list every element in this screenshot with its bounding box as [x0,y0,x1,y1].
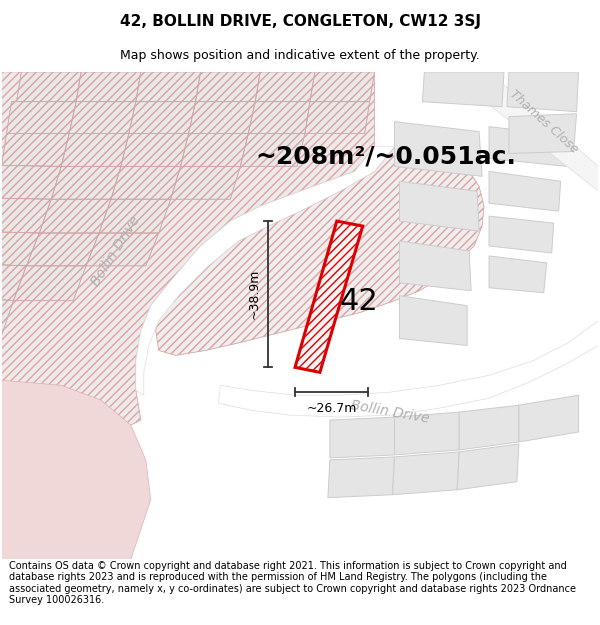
Polygon shape [2,380,151,559]
Polygon shape [61,134,129,166]
Polygon shape [2,300,13,336]
Text: Bollin Drive: Bollin Drive [349,398,430,426]
Polygon shape [489,216,554,253]
Polygon shape [310,72,374,102]
Text: Contains OS data © Crown copyright and database right 2021. This information is : Contains OS data © Crown copyright and d… [9,561,576,606]
Polygon shape [136,146,395,395]
Polygon shape [69,102,136,134]
Polygon shape [489,256,547,292]
Polygon shape [188,102,255,134]
Polygon shape [400,241,471,291]
Text: ~208m²/~0.051ac.: ~208m²/~0.051ac. [255,144,516,169]
Polygon shape [395,412,459,455]
Polygon shape [170,166,241,199]
Polygon shape [305,102,370,134]
Polygon shape [328,457,395,498]
Polygon shape [255,72,315,102]
Polygon shape [2,265,26,301]
Polygon shape [459,405,519,450]
Polygon shape [395,122,482,176]
Polygon shape [156,146,484,356]
Polygon shape [13,266,86,301]
Polygon shape [86,233,159,266]
Text: 42: 42 [339,288,378,316]
Polygon shape [26,233,99,266]
Polygon shape [295,221,362,372]
Text: 42, BOLLIN DRIVE, CONGLETON, CW12 3SJ: 42, BOLLIN DRIVE, CONGLETON, CW12 3SJ [119,14,481,29]
Polygon shape [400,181,479,231]
Polygon shape [2,232,40,266]
Polygon shape [248,102,310,134]
Polygon shape [489,127,569,166]
Polygon shape [479,72,598,191]
Polygon shape [7,102,76,134]
Polygon shape [509,114,577,154]
Polygon shape [489,171,560,211]
Text: Map shows position and indicative extent of the property.: Map shows position and indicative extent… [120,49,480,62]
Polygon shape [457,444,519,490]
Polygon shape [2,166,61,199]
Polygon shape [129,102,196,134]
Polygon shape [218,321,598,417]
Text: ~26.7m: ~26.7m [306,402,356,414]
Polygon shape [2,134,69,166]
Text: Thames Close: Thames Close [507,88,581,156]
Polygon shape [40,199,111,233]
Polygon shape [136,72,200,102]
Polygon shape [241,134,305,166]
Polygon shape [51,166,121,199]
Polygon shape [16,72,81,102]
Polygon shape [507,72,578,112]
Polygon shape [76,72,141,102]
Polygon shape [111,166,181,199]
Text: Bollin Drive: Bollin Drive [89,213,143,289]
Polygon shape [400,296,467,346]
Polygon shape [330,417,395,458]
Polygon shape [519,395,578,442]
Polygon shape [422,72,504,107]
Polygon shape [181,134,248,166]
Polygon shape [2,198,51,233]
Polygon shape [99,199,170,233]
Polygon shape [196,72,260,102]
Polygon shape [2,72,374,430]
Text: ~38.9m: ~38.9m [248,269,261,319]
Polygon shape [392,452,459,495]
Polygon shape [121,134,188,166]
